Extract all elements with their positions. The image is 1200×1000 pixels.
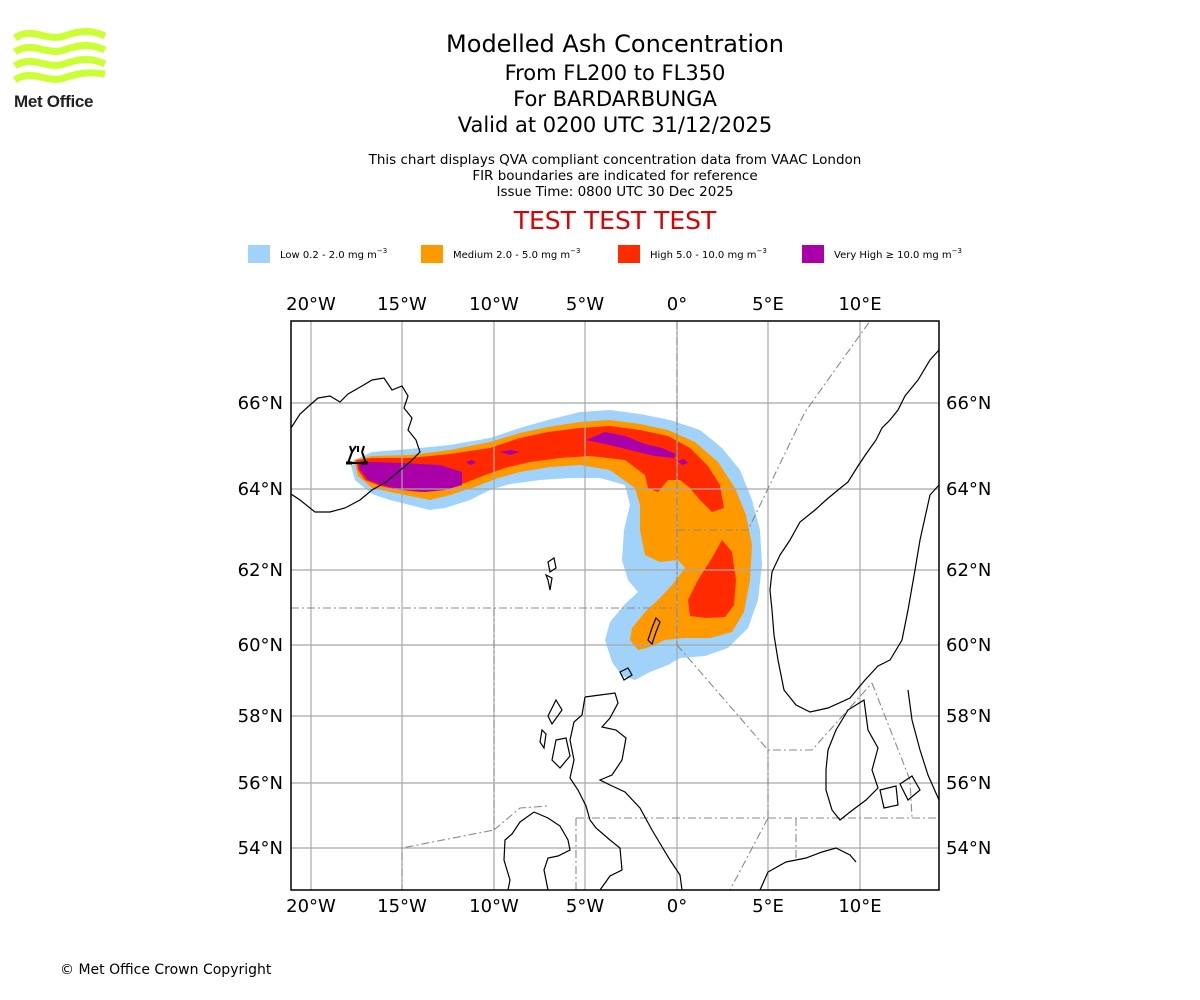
lon-tick-top: 20°W <box>286 294 336 315</box>
graticule <box>291 321 939 890</box>
map-frame <box>290 320 940 891</box>
lat-tick-left: 64°N <box>238 479 283 500</box>
coast-denmark <box>825 698 879 821</box>
logo-wave-1 <box>12 28 107 42</box>
legend: Low 0.2 - 2.0 mg m−3 Medium 2.0 - 5.0 mg… <box>248 244 1008 264</box>
coast-faroe <box>544 557 557 591</box>
legend-swatch-high <box>618 245 640 263</box>
lat-tick-left: 62°N <box>238 560 283 581</box>
lon-ticks-bottom: 20°W 15°W 10°W 5°W 0° 5°E 10°E <box>286 896 881 917</box>
flight-levels: From FL200 to FL350 <box>504 61 726 85</box>
lat-tick-right: 66°N <box>946 393 991 414</box>
lat-tick-left: 60°N <box>238 635 283 656</box>
lat-tick-right: 60°N <box>946 635 991 656</box>
lat-tick-left: 54°N <box>238 838 283 859</box>
lon-tick-bottom: 5°W <box>566 896 604 917</box>
valid-time: Valid at 0200 UTC 31/12/2025 <box>457 113 773 137</box>
met-office-logo <box>12 28 107 84</box>
lat-tick-right: 56°N <box>946 773 991 794</box>
lat-tick-right: 58°N <box>946 706 991 727</box>
legend-item-low: Low 0.2 - 2.0 mg m−3 <box>248 244 387 264</box>
logo-text: Met Office <box>14 92 94 111</box>
chart-title: Modelled Ash Concentration <box>446 30 784 58</box>
lon-tick-top: 5°E <box>752 294 784 315</box>
lon-ticks-top: 20°W 15°W 10°W 5°W 0° 5°E 10°E <box>286 294 881 315</box>
lon-tick-bottom: 10°E <box>838 896 881 917</box>
legend-sup-low: −3 <box>376 247 388 255</box>
coastlines <box>291 349 939 890</box>
copyright: © Met Office Crown Copyright <box>60 962 272 978</box>
legend-item-very-high: Very High ≥ 10.0 mg m−3 <box>802 244 962 264</box>
title-block: Modelled Ash Concentration From FL200 to… <box>315 28 915 236</box>
issue-time: Issue Time: 0800 UTC 30 Dec 2025 <box>496 184 734 200</box>
logo-wave-4 <box>12 69 106 84</box>
lon-tick-bottom: 20°W <box>286 896 336 917</box>
logo-wave-2 <box>12 42 107 56</box>
lat-ticks-right: 66°N 64°N 62°N 60°N 58°N 56°N 54°N <box>946 393 991 859</box>
legend-swatch-medium <box>421 245 443 263</box>
fir-boundaries <box>291 321 939 890</box>
subtitle-line-2: FIR boundaries are indicated for referen… <box>472 168 758 184</box>
lon-tick-top: 10°E <box>838 294 881 315</box>
lon-tick-top: 0° <box>667 294 687 315</box>
coast-ireland <box>503 811 571 890</box>
legend-label-high: High 5.0 - 10.0 mg m <box>650 250 757 261</box>
lat-tick-left: 58°N <box>238 706 283 727</box>
lon-tick-top: 10°W <box>469 294 519 315</box>
legend-swatch-low <box>248 245 270 263</box>
coast-sweden <box>907 689 939 801</box>
volcano-name: For BARDARBUNGA <box>513 87 717 111</box>
lon-tick-bottom: 0° <box>667 896 687 917</box>
lat-ticks-left: 66°N 64°N 62°N 60°N 58°N 56°N 54°N <box>238 393 283 859</box>
coast-germany <box>759 847 857 890</box>
legend-item-high: High 5.0 - 10.0 mg m−3 <box>618 244 767 264</box>
lon-tick-bottom: 5°E <box>752 896 784 917</box>
lon-tick-top: 5°W <box>566 294 604 315</box>
legend-item-medium: Medium 2.0 - 5.0 mg m−3 <box>421 244 580 264</box>
test-banner: TEST TEST TEST <box>513 206 717 235</box>
coast-norway <box>769 349 939 713</box>
coast-orkney <box>619 667 633 681</box>
map-background <box>291 321 939 890</box>
coast-shetland <box>647 616 661 646</box>
coast-iceland <box>291 377 421 513</box>
volcano-icon <box>346 445 368 465</box>
lon-tick-bottom: 15°W <box>377 896 427 917</box>
lat-tick-right: 54°N <box>946 838 991 859</box>
lat-tick-right: 62°N <box>946 560 991 581</box>
lat-tick-left: 66°N <box>238 393 283 414</box>
subtitle: This chart displays QVA compliant concen… <box>315 152 915 200</box>
legend-sup-very-high: −3 <box>951 247 962 255</box>
ash-very-high-layer <box>358 432 688 492</box>
legend-swatch-very-high <box>802 245 824 263</box>
legend-sup-high: −3 <box>756 247 767 255</box>
lon-tick-bottom: 10°W <box>469 896 519 917</box>
legend-sup-medium: −3 <box>570 247 581 255</box>
legend-label-medium: Medium 2.0 - 5.0 mg m <box>453 250 571 261</box>
lon-tick-top: 15°W <box>377 294 427 315</box>
legend-label-very-high: Very High ≥ 10.0 mg m <box>834 250 952 261</box>
subtitle-line-1: This chart displays QVA compliant concen… <box>368 152 862 168</box>
legend-label-low: Low 0.2 - 2.0 mg m <box>280 250 377 261</box>
lat-tick-right: 64°N <box>946 479 991 500</box>
lat-tick-left: 56°N <box>238 773 283 794</box>
logo-wave-3 <box>12 56 107 70</box>
coast-britain <box>584 692 683 890</box>
